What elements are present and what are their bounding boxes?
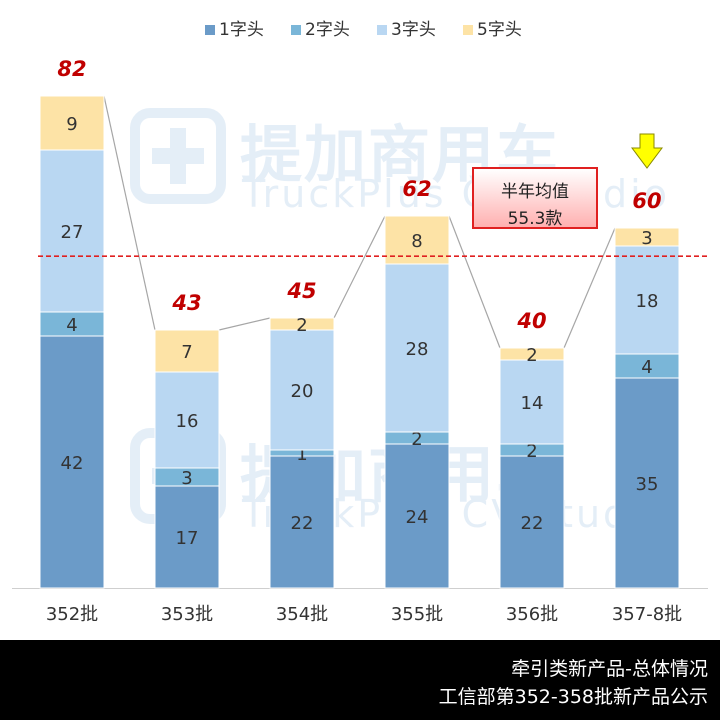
segment-value-label: 2 xyxy=(411,429,422,450)
segment-value-label: 42 xyxy=(61,453,84,474)
segment-value-label: 22 xyxy=(521,513,544,534)
segment-value-label: 2 xyxy=(526,441,537,462)
segment-value-label: 17 xyxy=(176,528,199,549)
connector-line xyxy=(218,317,271,331)
legend-entry: 1字头 xyxy=(219,20,264,40)
segment-value-label: 3 xyxy=(181,468,192,489)
bar-segment xyxy=(39,149,105,313)
bar-segment xyxy=(614,245,680,355)
average-value: 55.3款 xyxy=(507,209,563,229)
segment-value-label: 20 xyxy=(291,381,314,402)
segment-value-label: 4 xyxy=(66,315,77,336)
footer-subtitle: 工信部第352-358批新产品公示 xyxy=(438,686,708,708)
bar-segment xyxy=(614,227,680,247)
down-arrow-icon xyxy=(631,133,663,169)
bar-segment xyxy=(154,371,220,469)
segment-value-label: 18 xyxy=(636,291,659,312)
legend-swatch xyxy=(463,25,473,35)
bar-segment xyxy=(499,359,565,445)
connector-line xyxy=(563,227,616,349)
connector-line xyxy=(448,215,501,349)
bar-segment xyxy=(154,329,220,373)
segment-value-label: 28 xyxy=(406,339,429,360)
footer-title: 牵引类新产品-总体情况 xyxy=(511,658,708,680)
bar-segment xyxy=(269,317,335,331)
segment-value-label: 35 xyxy=(636,474,659,495)
x-tick-label: 357-8批 xyxy=(612,604,682,625)
legend-entry: 5字头 xyxy=(477,20,522,40)
x-tick-label: 356批 xyxy=(506,604,558,625)
total-label: 82 xyxy=(57,57,86,81)
footer-banner: 牵引类新产品-总体情况 工信部第352-358批新产品公示 xyxy=(0,640,720,720)
x-tick-label: 352批 xyxy=(46,604,98,625)
x-tick-label: 355批 xyxy=(391,604,443,625)
connector-line xyxy=(333,215,386,319)
total-label: 43 xyxy=(171,291,201,315)
segment-value-label: 9 xyxy=(66,114,77,135)
segment-value-label: 22 xyxy=(291,513,314,534)
segment-value-label: 16 xyxy=(176,411,199,432)
segment-value-label: 4 xyxy=(641,357,652,378)
segment-value-label: 2 xyxy=(526,345,537,366)
x-tick-label: 353批 xyxy=(161,604,213,625)
bar-segment xyxy=(39,95,105,151)
segment-value-label: 14 xyxy=(521,393,544,414)
total-label: 60 xyxy=(632,189,661,213)
stacked-bar-chart: 1字头 2字头 3字头 5字头42427982352批17316743353批2212… xyxy=(12,20,708,625)
x-tick-label: 354批 xyxy=(276,604,328,625)
segment-value-label: 24 xyxy=(406,507,429,528)
total-label: 40 xyxy=(516,309,546,333)
segment-value-label: 2 xyxy=(296,315,307,336)
bar-segment xyxy=(614,377,680,589)
bar-segment xyxy=(269,329,335,451)
legend-swatch xyxy=(205,25,215,35)
bar-segment xyxy=(499,347,565,361)
bar-segment xyxy=(154,485,220,589)
average-annotation: 半年均值 55.3款 xyxy=(472,167,598,229)
segment-value-label: 1 xyxy=(296,444,307,465)
bar-segment xyxy=(384,443,450,589)
bar-segment xyxy=(499,455,565,589)
legend-swatch xyxy=(291,25,301,35)
segment-value-label: 3 xyxy=(641,228,652,249)
average-label: 半年均值 xyxy=(501,182,569,202)
segment-value-label: 7 xyxy=(181,342,192,363)
legend-swatch xyxy=(377,25,387,35)
total-label: 62 xyxy=(402,177,431,201)
total-label: 45 xyxy=(286,279,316,303)
segment-value-label: 8 xyxy=(411,231,422,252)
legend-entry: 2字头 xyxy=(305,20,350,40)
bar-segment xyxy=(384,263,450,433)
bar-segment xyxy=(269,455,335,589)
legend-entry: 3字头 xyxy=(391,20,436,40)
segment-value-label: 27 xyxy=(61,222,84,243)
connector-line xyxy=(103,95,156,331)
